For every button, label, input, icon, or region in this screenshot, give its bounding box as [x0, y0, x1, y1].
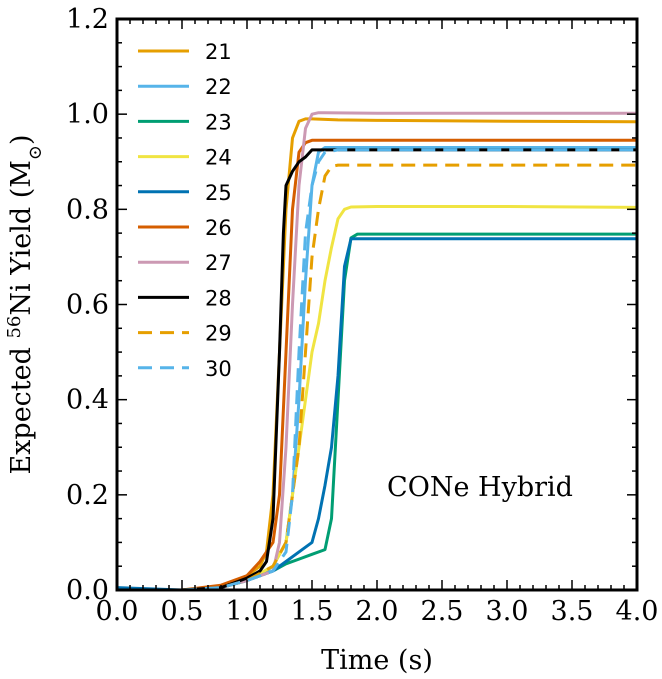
series-line-23 — [117, 232, 637, 592]
chart-annotation: CONe Hybrid — [387, 472, 573, 503]
y-axis-title-mid: Ni Yield (M — [6, 160, 37, 316]
legend-label-28: 28 — [205, 286, 232, 310]
y-tick-label: 0.2 — [66, 480, 109, 511]
x-axis-title: Time (s) — [321, 645, 433, 676]
legend-label-25: 25 — [205, 181, 232, 205]
x-tick-label: 0.0 — [96, 596, 139, 627]
plot-frame — [115, 17, 639, 592]
legend-label-30: 30 — [205, 357, 232, 381]
x-tick-labels: 0.0 0.5 1.0 1.5 2.0 2.5 3.0 3.5 4.0 — [96, 596, 659, 627]
y-tick-labels: 0.0 0.2 0.4 0.6 0.8 1.0 1.2 — [66, 4, 109, 606]
x-tick-label: 4.0 — [616, 596, 659, 627]
y-axis-title-prefix: Expected — [6, 339, 37, 475]
legend-label-29: 29 — [205, 322, 232, 346]
x-tick-label: 1.5 — [291, 596, 334, 627]
legend-label-22: 22 — [205, 75, 232, 99]
series-line-25 — [116, 237, 637, 592]
series-line-29 — [117, 163, 637, 592]
y-axis-title-sup: 56 — [4, 316, 25, 339]
y-tick-label: 0.6 — [66, 290, 109, 321]
legend-label-21: 21 — [205, 40, 232, 64]
series-line-28 — [117, 148, 637, 592]
x-tick-label: 3.5 — [551, 596, 594, 627]
x-tick-label: 0.5 — [161, 596, 204, 627]
series-line-22 — [117, 146, 637, 592]
x-tick-label: 2.5 — [421, 596, 464, 627]
series-line-26 — [117, 138, 637, 592]
axis-ticks — [116, 18, 638, 591]
legend-label-26: 26 — [205, 216, 232, 240]
y-tick-label: 1.0 — [66, 99, 109, 130]
y-axis-title-sub: ⊙ — [25, 145, 46, 160]
series-line-21 — [117, 117, 638, 592]
y-tick-label: 1.2 — [66, 4, 109, 35]
x-tick-label: 3.0 — [486, 596, 529, 627]
series-line-30 — [117, 148, 637, 592]
legend-label-27: 27 — [205, 251, 232, 275]
legend-label-24: 24 — [205, 146, 232, 170]
y-tick-label: 0.8 — [66, 194, 109, 225]
x-tick-label: 1.0 — [226, 596, 269, 627]
legend: 21 22 23 24 25 26 27 28 29 30 — [138, 40, 232, 381]
series-line-27 — [117, 111, 637, 592]
y-tick-label: 0.0 — [66, 575, 109, 606]
y-axis-title-suffix: ) — [6, 134, 37, 145]
y-tick-label: 0.4 — [66, 385, 109, 416]
legend-label-23: 23 — [205, 110, 232, 134]
y-axis-title: Expected 56Ni Yield (M⊙) — [4, 134, 46, 474]
series-line-24 — [117, 205, 638, 592]
plot-lines — [116, 111, 638, 592]
x-tick-label: 2.0 — [356, 596, 399, 627]
